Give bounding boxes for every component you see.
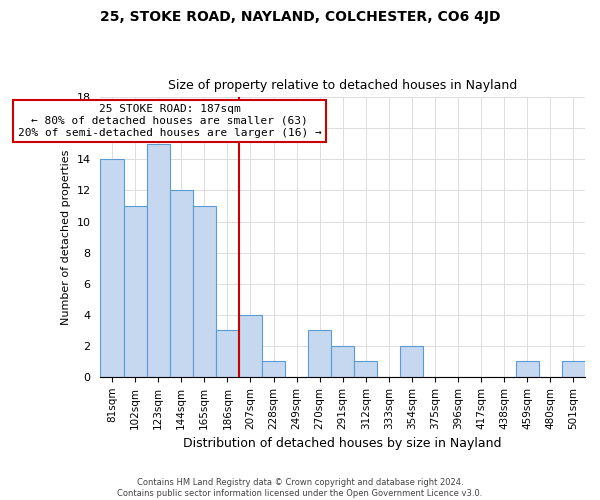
Bar xyxy=(331,346,354,377)
Bar xyxy=(308,330,331,377)
Bar xyxy=(124,206,146,377)
Bar xyxy=(562,362,585,377)
X-axis label: Distribution of detached houses by size in Nayland: Distribution of detached houses by size … xyxy=(184,437,502,450)
Bar xyxy=(193,206,216,377)
Bar xyxy=(146,144,170,377)
Text: 25, STOKE ROAD, NAYLAND, COLCHESTER, CO6 4JD: 25, STOKE ROAD, NAYLAND, COLCHESTER, CO6… xyxy=(100,10,500,24)
Bar xyxy=(516,362,539,377)
Title: Size of property relative to detached houses in Nayland: Size of property relative to detached ho… xyxy=(168,79,517,92)
Bar xyxy=(216,330,239,377)
Bar xyxy=(100,160,124,377)
Bar xyxy=(239,314,262,377)
Y-axis label: Number of detached properties: Number of detached properties xyxy=(61,150,71,325)
Bar xyxy=(170,190,193,377)
Text: 25 STOKE ROAD: 187sqm
← 80% of detached houses are smaller (63)
20% of semi-deta: 25 STOKE ROAD: 187sqm ← 80% of detached … xyxy=(18,104,322,138)
Bar xyxy=(262,362,285,377)
Bar xyxy=(354,362,377,377)
Text: Contains HM Land Registry data © Crown copyright and database right 2024.
Contai: Contains HM Land Registry data © Crown c… xyxy=(118,478,482,498)
Bar xyxy=(400,346,424,377)
